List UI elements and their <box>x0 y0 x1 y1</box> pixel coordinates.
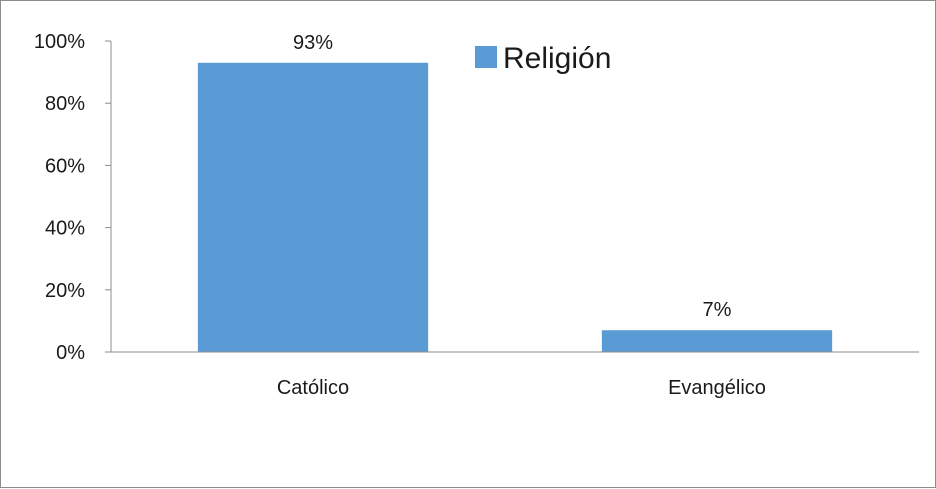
y-tick-label: 20% <box>45 280 85 302</box>
y-tick-label: 60% <box>45 155 85 177</box>
y-tick-label: 80% <box>45 93 85 115</box>
legend-label: Religión <box>503 42 611 75</box>
legend: Religión <box>475 42 611 75</box>
y-tick-label: 40% <box>45 218 85 240</box>
bar <box>601 330 833 352</box>
bar <box>197 62 429 353</box>
legend-swatch <box>475 46 497 68</box>
data-label: 7% <box>703 299 732 321</box>
x-tick-label: Católico <box>277 377 349 399</box>
x-tick-label: Evangélico <box>668 377 766 399</box>
y-axis: 0% 20% 40% 60% 80% 100% <box>34 31 112 364</box>
bars: 93% 7% <box>197 32 833 353</box>
data-label: 93% <box>293 32 333 54</box>
x-axis: Católico Evangélico <box>111 351 919 399</box>
y-tick-label: 100% <box>34 31 85 53</box>
y-tick-label: 0% <box>56 342 85 364</box>
